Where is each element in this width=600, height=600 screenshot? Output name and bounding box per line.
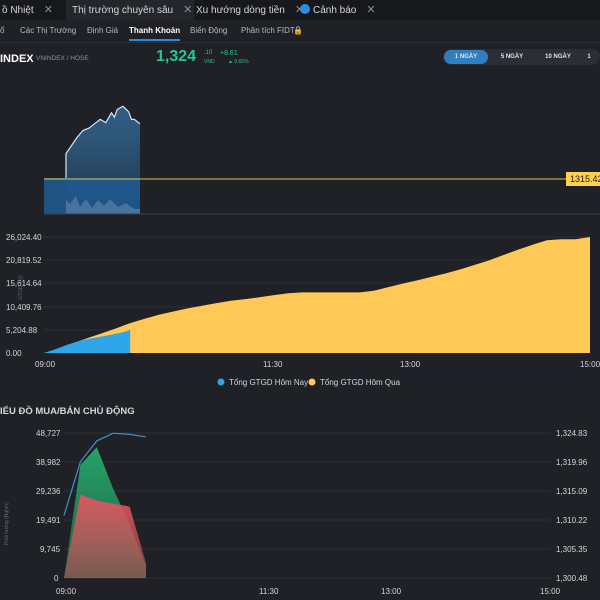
- range-10-days[interactable]: 10 NGÀY: [545, 54, 571, 60]
- range-1-day[interactable]: 1 NGÀY: [444, 50, 488, 64]
- reference-label-bg: [566, 172, 600, 186]
- tab-market-depth[interactable]: Thị trường chuyên sâu ✕: [66, 0, 194, 20]
- tab-money-flow[interactable]: Xu hướng dòng tiền ✕: [196, 0, 304, 20]
- volume-bars: [66, 196, 140, 214]
- sell-area: [64, 494, 146, 578]
- range-5-days[interactable]: 5 NGÀY: [500, 54, 524, 60]
- index-name: INDEX: [0, 53, 34, 65]
- today-area: [44, 329, 131, 353]
- index-value: 1,324: [156, 48, 197, 65]
- y2-tick-label: 1,300.48: [556, 574, 588, 583]
- y-tick-label: 29,236: [36, 487, 61, 496]
- y-tick-label: 48,727: [36, 429, 61, 438]
- chart-title: IỂU ĐỒ MUA/BÁN CHỦ ĐỘNG: [0, 405, 135, 417]
- subnav-item[interactable]: Các Thị Trường: [20, 26, 77, 35]
- volume-block: [44, 178, 140, 214]
- x-tick-label: 11:30: [263, 360, 283, 369]
- x-tick-label: 15:00: [540, 587, 561, 596]
- x-tick-label: 09:00: [56, 587, 77, 596]
- y-tick-label: 26,024.40: [6, 233, 42, 242]
- close-icon[interactable]: ✕: [366, 4, 376, 16]
- y-tick-label: 5,204.88: [6, 326, 38, 335]
- intraday-chart: 1315.42: [44, 105, 600, 215]
- close-icon[interactable]: ✕: [183, 4, 193, 16]
- y2-tick-label: 1,324.83: [556, 429, 588, 438]
- y-tick-label: 19,491: [36, 516, 61, 525]
- legend-swatch-yesterday: [308, 378, 316, 386]
- gridlines: [64, 432, 550, 579]
- tab-label: Cảnh báo: [313, 5, 357, 16]
- gridlines: [44, 236, 590, 354]
- legend-label-today: Tổng GTGD Hôm Nay: [229, 378, 308, 387]
- y2-tick-label: 1,315.09: [556, 487, 588, 496]
- legend-swatch-today: [217, 378, 225, 386]
- index-value-decimal: .10: [204, 50, 213, 56]
- x-tick-label: 13:00: [381, 587, 402, 596]
- subnav-item[interactable]: Phân tích FIDT: [241, 26, 295, 35]
- y2-tick-label: 1,310.22: [556, 516, 588, 525]
- index-line: [63, 432, 147, 516]
- close-icon[interactable]: ✕: [43, 4, 53, 16]
- tab-heatmap[interactable]: ồ Nhiệt ✕: [0, 0, 54, 20]
- y2-tick-label: 1,319.96: [556, 458, 588, 467]
- index-change-percent: ▲ 0.65%: [228, 59, 249, 65]
- x-tick-label: 15:00: [580, 360, 600, 369]
- close-icon[interactable]: ✕: [295, 4, 304, 16]
- liquidity-chart: 26,024.40 20,819.52 15,614.64 10,409.76 …: [6, 233, 600, 387]
- subnav-item[interactable]: ổ: [0, 26, 5, 35]
- sub-navigation: ổ Các Thị Trường Định Giá Thanh Khoản Bi…: [0, 20, 600, 43]
- y-tick-label: 0: [54, 574, 59, 583]
- lock-icon: 🔒: [293, 26, 303, 35]
- subnav-item-liquidity[interactable]: Thanh Khoản: [129, 26, 181, 41]
- y2-tick-label: 1,305.35: [556, 545, 588, 554]
- alert-icon: [300, 4, 310, 14]
- y-tick-label: 20,819.52: [6, 256, 42, 265]
- pct-value: 0.65%: [234, 59, 249, 65]
- y-tick-label: 9,745: [40, 545, 61, 554]
- index-exchange: VNINDEX / HOSE: [36, 55, 89, 62]
- subnav-item[interactable]: Biến Động: [190, 26, 228, 35]
- index-change: +8.61: [220, 50, 238, 57]
- index-header: INDEX VNINDEX / HOSE 1,324 .10 VND +8.61…: [0, 44, 600, 70]
- tab-label: ồ Nhiệt: [2, 5, 34, 16]
- index-volume-unit: VND: [204, 59, 215, 65]
- reference-label: 1315.42: [570, 174, 600, 184]
- range-more[interactable]: 1: [587, 54, 591, 60]
- x-tick-label: 13:00: [400, 360, 421, 369]
- tab-bar: ồ Nhiệt ✕ Thị trường chuyên sâu ✕ Xu hướng…: [0, 0, 600, 20]
- y-tick-label: 0.00: [6, 349, 22, 358]
- yesterday-area: [44, 237, 590, 353]
- x-tick-label: 11:30: [259, 587, 279, 596]
- price-area: [66, 106, 140, 214]
- buy-sell-chart: IỂU ĐỒ MUA/BÁN CHỦ ĐỘNG 48,727 38,982 29…: [0, 405, 588, 596]
- y-axis-title: GTGD (Tỷ): [17, 275, 24, 300]
- y-tick-label: 10,409.76: [6, 303, 42, 312]
- y-axis-title: Khối lượng (Nghìn): [4, 502, 10, 545]
- tab-alerts[interactable]: Cảnh báo ✕: [300, 0, 376, 20]
- buy-area: [64, 447, 146, 578]
- legend-label-yesterday: Tổng GTGD Hôm Qua: [320, 378, 401, 387]
- price-line: [44, 105, 141, 180]
- x-tick-label: 09:00: [35, 360, 56, 369]
- tab-label: Thị trường chuyên sâu: [72, 5, 174, 16]
- y-tick-label: 38,982: [36, 458, 61, 467]
- tab-label: Xu hướng dòng tiền: [196, 5, 285, 16]
- subnav-item[interactable]: Định Giá: [87, 26, 119, 35]
- y-tick-label: 15,614.64: [6, 279, 42, 288]
